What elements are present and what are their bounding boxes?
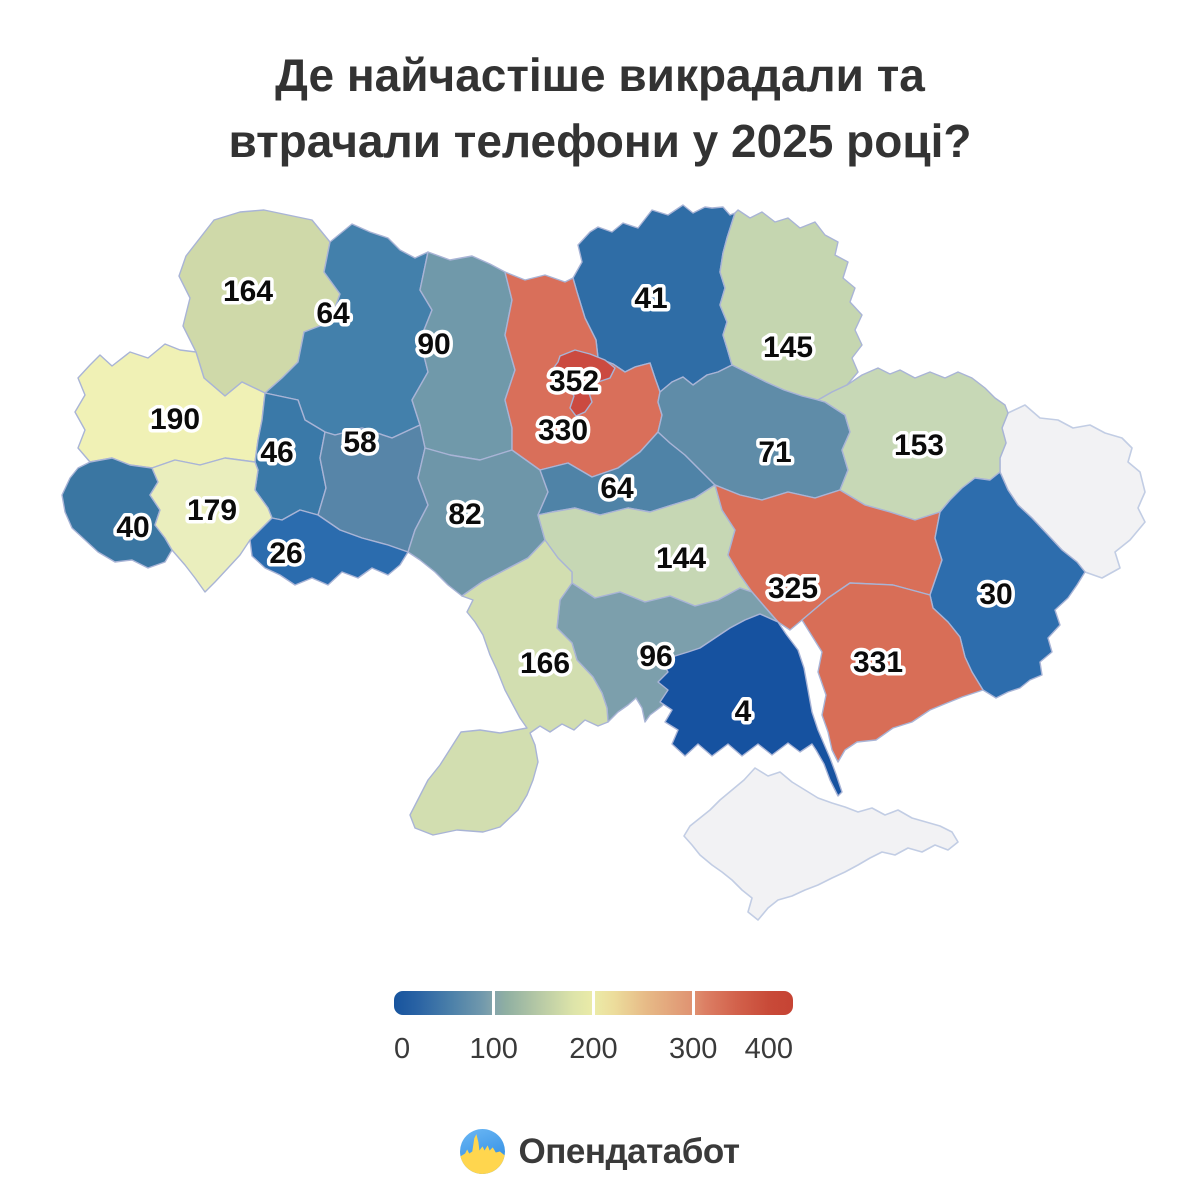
color-scale-legend: 0 100 200 300 400 [394, 991, 793, 1067]
region-value-chernivtsi: 26 [269, 537, 302, 570]
region-value-kirovohrad: 144 [656, 542, 706, 575]
logo-skyline [460, 1134, 506, 1174]
region-value-sumy: 145 [763, 331, 813, 364]
region-odesa [409, 539, 609, 836]
region-chernivtsi [249, 509, 409, 586]
region-value-ivano-frankivsk: 179 [187, 494, 237, 527]
region-value-ternopil: 46 [260, 436, 293, 469]
region-value-odesa: 166 [520, 647, 570, 680]
region-value-dnipro: 325 [768, 572, 818, 605]
color-scale-tick-labels: 0 100 200 300 400 [394, 1033, 793, 1067]
region-value-kyiv-city: 352 [549, 365, 599, 398]
region-value-chernihiv: 41 [634, 282, 667, 315]
color-scale-bar [394, 991, 793, 1015]
region-value-lviv: 190 [150, 403, 200, 436]
legend-tick-400: 400 [744, 1033, 793, 1065]
region-sumy [719, 209, 863, 401]
region-value-donetsk: 30 [979, 578, 1012, 611]
legend-tick-100: 100 [469, 1033, 518, 1065]
region-value-poltava: 71 [758, 436, 791, 469]
region-value-volyn: 164 [223, 275, 273, 308]
page-title-line2: втрачали телефони у 2025 році? [228, 115, 972, 167]
legend-separator [592, 991, 595, 1015]
page-title-line1: Де найчастіше викрадали та [275, 49, 925, 101]
page-title: Де найчастіше викрадали та втрачали телеф… [0, 42, 1200, 174]
legend-tick-0: 0 [394, 1033, 411, 1065]
ukraine-choropleth-map: 164 64 90 41 145 190 46 58 40 179 26 82 330 64 71 153 14… [61, 204, 1146, 921]
region-value-zakarpattia: 40 [116, 511, 149, 544]
opendatabot-wordmark: Опендатабот [518, 1131, 740, 1171]
region-zaporizhzhia [801, 582, 984, 763]
region-value-rivne: 64 [316, 297, 350, 330]
region-value-cherkasy: 64 [600, 472, 634, 505]
opendatabot-icon [460, 1129, 506, 1174]
legend-separator [691, 991, 695, 1015]
region-value-zaporizhzhia: 331 [853, 646, 903, 679]
region-value-vinnytsia: 82 [448, 498, 481, 531]
region-value-khmelnytskyi: 58 [343, 426, 376, 459]
legend-separator [492, 991, 496, 1015]
region-kharkiv [817, 367, 1009, 521]
region-crimea [683, 767, 959, 921]
region-ivano-frankivsk [149, 457, 273, 593]
region-value-zhytomyr: 90 [417, 328, 450, 361]
region-value-kyiv-oblast: 330 [538, 414, 588, 447]
region-value-kharkiv: 153 [894, 429, 944, 462]
region-kyiv-city [551, 349, 616, 417]
region-value-mykolaiv: 96 [639, 640, 672, 673]
opendatabot-logo: Опендатабот [0, 1129, 1200, 1174]
legend-tick-300: 300 [669, 1033, 718, 1065]
region-kherson [657, 613, 843, 797]
region-value-kherson: 4 [735, 695, 752, 728]
legend-tick-200: 200 [569, 1033, 618, 1065]
